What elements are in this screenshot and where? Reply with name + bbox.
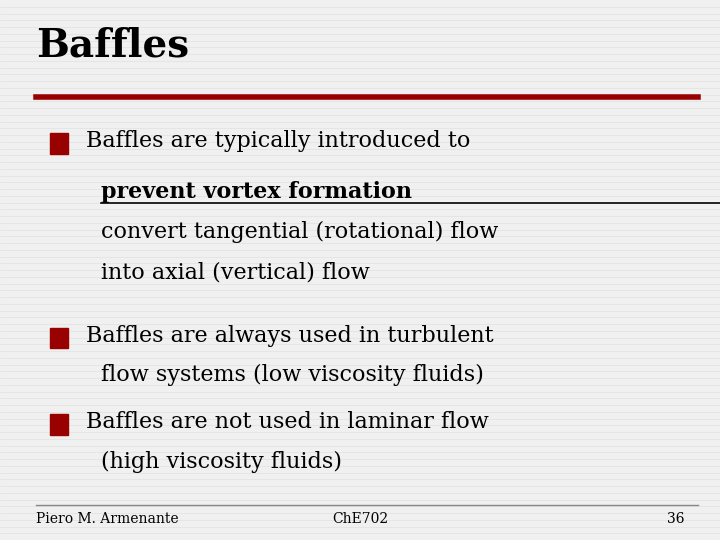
- Text: Baffles are not used in laminar flow: Baffles are not used in laminar flow: [86, 411, 489, 433]
- Text: into axial (vertical) flow: into axial (vertical) flow: [101, 262, 369, 284]
- Text: Baffles: Baffles: [36, 27, 189, 65]
- Text: Piero M. Armenante: Piero M. Armenante: [36, 512, 179, 526]
- Text: 36: 36: [667, 512, 684, 526]
- Text: ChE702: ChE702: [332, 512, 388, 526]
- Bar: [50, 414, 68, 435]
- Text: flow systems (low viscosity fluids): flow systems (low viscosity fluids): [101, 364, 484, 386]
- Text: convert tangential (rotational) flow: convert tangential (rotational) flow: [101, 221, 498, 243]
- Text: (high viscosity fluids): (high viscosity fluids): [101, 451, 342, 472]
- Text: Baffles are typically introduced to: Baffles are typically introduced to: [86, 131, 471, 152]
- Bar: [50, 133, 68, 154]
- Text: prevent vortex formation: prevent vortex formation: [101, 181, 412, 202]
- Text: Baffles are always used in turbulent: Baffles are always used in turbulent: [86, 325, 494, 347]
- Bar: [50, 328, 68, 348]
